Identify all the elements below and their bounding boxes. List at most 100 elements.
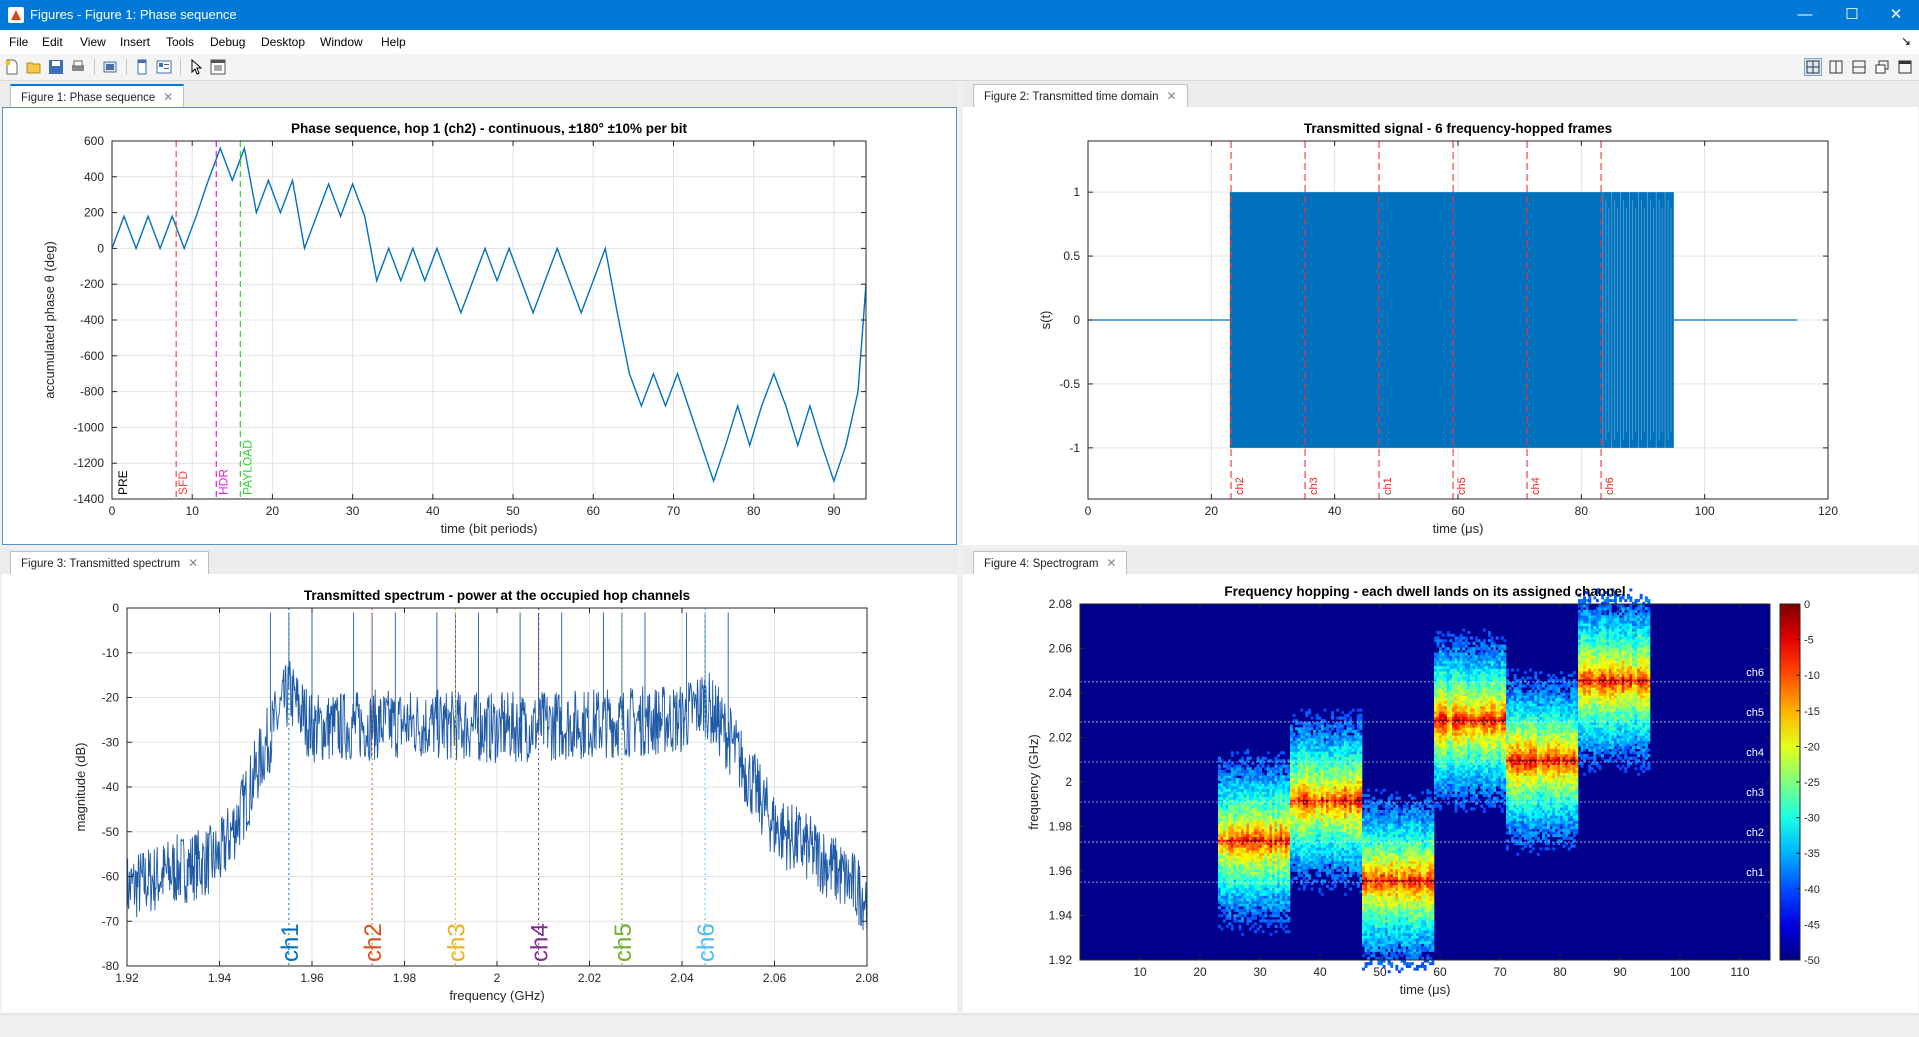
spectrogram-cell bbox=[1406, 954, 1409, 957]
spectrogram-cell bbox=[1390, 818, 1393, 821]
spectrogram-cell bbox=[1406, 815, 1409, 818]
spectrogram-cell bbox=[1326, 757, 1329, 760]
menu-tools[interactable]: Tools bbox=[166, 35, 194, 49]
spectrogram-cell bbox=[1249, 853, 1252, 856]
spectrogram-cell bbox=[1228, 786, 1231, 789]
menu-edit[interactable]: Edit bbox=[42, 35, 63, 49]
float-icon[interactable] bbox=[1874, 59, 1890, 75]
menu-help[interactable]: Help bbox=[381, 35, 406, 49]
spectrogram-cell bbox=[1275, 912, 1278, 915]
spectrogram-cell bbox=[1388, 826, 1391, 829]
tab-figure-2[interactable]: Figure 2: Transmitted time domain✕ bbox=[973, 84, 1188, 107]
menu-insert[interactable]: Insert bbox=[120, 35, 150, 49]
spectrogram-cell bbox=[1249, 794, 1252, 797]
spectrogram-cell bbox=[1290, 823, 1293, 826]
spectrogram-cell bbox=[1416, 944, 1419, 947]
spectrogram-cell bbox=[1228, 906, 1231, 909]
spectrogram-cell bbox=[1275, 815, 1278, 818]
pointer-icon[interactable] bbox=[188, 59, 204, 75]
print-preview-icon[interactable] bbox=[102, 59, 118, 75]
spectrogram-cell bbox=[1408, 834, 1411, 837]
tab-figure-1[interactable]: Figure 1: Phase sequence✕ bbox=[10, 84, 184, 108]
spectrogram-cell bbox=[1357, 725, 1360, 728]
menu-file[interactable]: File bbox=[9, 35, 28, 49]
menu-desktop[interactable]: Desktop bbox=[261, 35, 305, 49]
spectrogram-cell bbox=[1298, 842, 1301, 845]
spectrogram-cell bbox=[1406, 906, 1409, 909]
spectrogram-cell bbox=[1321, 794, 1324, 797]
spectrogram-cell bbox=[1282, 888, 1285, 891]
spectrogram-cell bbox=[1285, 826, 1288, 829]
inspector-icon[interactable] bbox=[210, 59, 226, 75]
spectrogram-cell bbox=[1354, 775, 1357, 778]
minimize-button[interactable]: — bbox=[1782, 0, 1828, 30]
close-tab-icon[interactable]: ✕ bbox=[1106, 556, 1116, 570]
spectrogram-cell bbox=[1395, 805, 1398, 808]
spectrogram-cell bbox=[1272, 888, 1275, 891]
dock-icon[interactable] bbox=[134, 59, 150, 75]
spectrogram-cell bbox=[1277, 807, 1280, 810]
spectrogram-cell bbox=[1239, 767, 1242, 770]
spectrogram-cell bbox=[1308, 813, 1311, 816]
spectrogram-cell bbox=[1377, 847, 1380, 850]
spectrogram-cell bbox=[1419, 821, 1422, 824]
y-axis-label: s(t) bbox=[1038, 311, 1053, 330]
open-icon[interactable] bbox=[26, 59, 42, 75]
spectrogram-cell bbox=[1262, 866, 1265, 869]
spectrogram-cell bbox=[1380, 869, 1383, 872]
menu-view[interactable]: View bbox=[80, 35, 106, 49]
spectrogram-cell bbox=[1326, 778, 1329, 781]
close-button[interactable]: ✕ bbox=[1873, 0, 1919, 30]
save-icon[interactable] bbox=[48, 59, 64, 75]
spectrogram-cell bbox=[1290, 802, 1293, 805]
spectrogram-cell bbox=[1251, 901, 1254, 904]
spectrogram-cell bbox=[1269, 909, 1272, 912]
spectrogram-cell bbox=[1416, 866, 1419, 869]
maximize-icon[interactable] bbox=[1897, 59, 1913, 75]
spectrogram-cell bbox=[1375, 882, 1378, 885]
spectrogram-cell bbox=[1275, 767, 1278, 770]
spectrogram-cell bbox=[1308, 783, 1311, 786]
spectrogram-cell bbox=[1362, 909, 1365, 912]
tab-figure-4[interactable]: Figure 4: Spectrogram✕ bbox=[973, 551, 1127, 574]
tile-icon[interactable] bbox=[1805, 59, 1821, 75]
spectrogram-cell bbox=[1303, 834, 1306, 837]
menu-debug[interactable]: Debug bbox=[210, 35, 245, 49]
new-figure-icon[interactable] bbox=[4, 59, 20, 75]
top-bottom-icon[interactable] bbox=[1851, 59, 1867, 75]
spectrogram-cell bbox=[1349, 842, 1352, 845]
spectrogram-cell bbox=[1403, 837, 1406, 840]
spectrogram-cell bbox=[1272, 909, 1275, 912]
spectrogram-cell bbox=[1226, 786, 1229, 789]
spectrogram-cell bbox=[1316, 845, 1319, 848]
property-icon[interactable] bbox=[156, 59, 172, 75]
spectrogram-cell bbox=[1313, 765, 1316, 768]
spectrogram-cell bbox=[1282, 842, 1285, 845]
tab-figure-3[interactable]: Figure 3: Transmitted spectrum✕ bbox=[10, 551, 209, 574]
spectrogram-cell bbox=[1228, 893, 1231, 896]
left-right-icon[interactable] bbox=[1828, 59, 1844, 75]
spectrogram-cell bbox=[1401, 912, 1404, 915]
undock-icon[interactable]: ↘ bbox=[1901, 34, 1911, 48]
spectrogram-cell bbox=[1267, 789, 1270, 792]
spectrogram-cell bbox=[1352, 810, 1355, 813]
spectrogram-cell bbox=[1233, 920, 1236, 923]
spectrogram-cell bbox=[1370, 941, 1373, 944]
spectrogram-cell bbox=[1218, 826, 1221, 829]
close-tab-icon[interactable]: ✕ bbox=[163, 90, 173, 104]
spectrogram-cell bbox=[1377, 853, 1380, 856]
spectrogram-cell bbox=[1228, 874, 1231, 877]
close-tab-icon[interactable]: ✕ bbox=[188, 556, 198, 570]
spectrogram-cell bbox=[1246, 845, 1249, 848]
print-icon[interactable] bbox=[70, 59, 86, 75]
spectrogram-cell bbox=[1413, 904, 1416, 907]
maximize-button[interactable]: ☐ bbox=[1829, 0, 1875, 30]
menu-window[interactable]: Window bbox=[320, 35, 363, 49]
spectrogram-cell bbox=[1354, 810, 1357, 813]
spectrogram-cell bbox=[1280, 858, 1283, 861]
close-tab-icon[interactable]: ✕ bbox=[1167, 89, 1177, 103]
